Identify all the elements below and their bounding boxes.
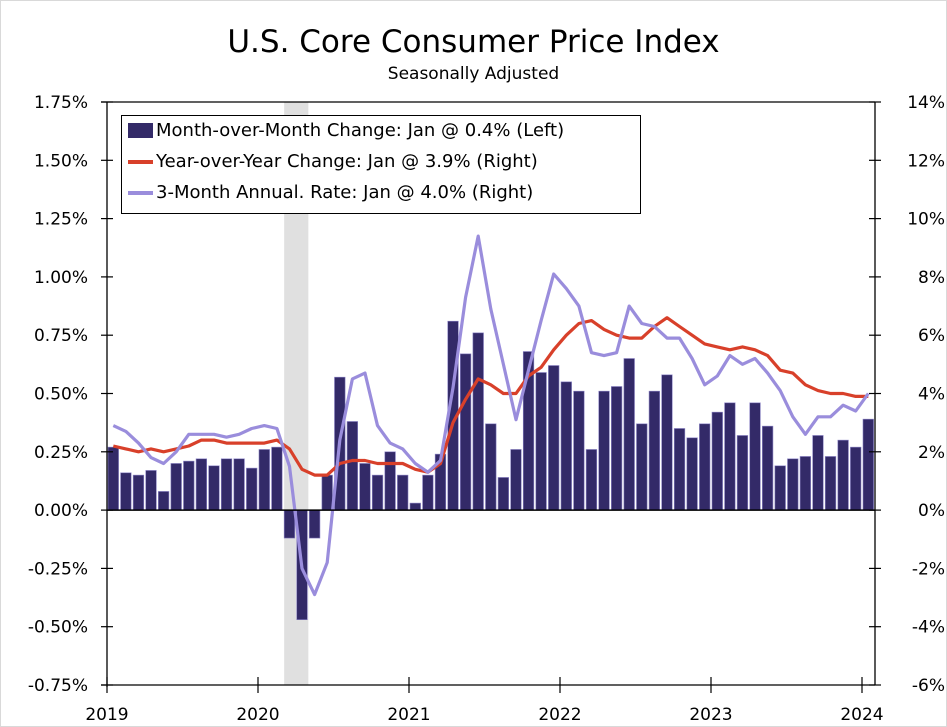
right-tick-label: 8% — [918, 268, 945, 288]
bar-mom — [749, 402, 761, 511]
left-tick-label: -0.75% — [28, 676, 88, 696]
bar-mom — [346, 421, 358, 511]
legend-label: 3-Month Annual. Rate: Jan @ 4.0% (Right) — [156, 182, 534, 203]
left-tick-label: 0.25% — [34, 443, 88, 463]
legend-swatch-bar — [128, 123, 153, 138]
legend-swatch-line — [128, 190, 153, 195]
right-tick-label: 14% — [907, 93, 945, 113]
right-tick-label: -4% — [912, 618, 945, 638]
bar-mom — [397, 474, 409, 511]
bar-mom — [862, 418, 874, 511]
bar-mom — [598, 390, 610, 511]
right-tick-label: -6% — [912, 676, 945, 696]
bar-mom — [220, 458, 233, 511]
left-tick-label: 1.25% — [34, 210, 88, 230]
bar-mom — [648, 390, 660, 511]
bar-mom — [699, 423, 711, 511]
bar-mom — [359, 463, 371, 511]
bar-mom — [321, 474, 333, 511]
right-tick-label: 10% — [907, 210, 945, 230]
bar-mom — [409, 502, 421, 511]
legend: Month-over-Month Change: Jan @ 0.4% (Lef… — [121, 115, 641, 214]
bar-mom — [258, 449, 270, 511]
bar-mom — [384, 451, 396, 511]
bar-mom — [623, 358, 635, 511]
legend-item-mom: Month-over-Month Change: Jan @ 0.4% (Lef… — [128, 120, 564, 141]
bar-mom — [145, 470, 157, 511]
x-tick-label: 2020 — [236, 705, 279, 725]
bar-mom — [661, 374, 673, 511]
bar-mom — [686, 437, 698, 511]
bar-mom — [371, 474, 384, 511]
bar-mom — [850, 446, 862, 511]
right-tick-label: 0% — [918, 501, 945, 521]
bar-mom — [246, 467, 258, 511]
left-tick-label: 0.75% — [34, 326, 88, 346]
bar-mom — [195, 458, 207, 511]
bar-mom — [132, 474, 145, 511]
legend-item-3m: 3-Month Annual. Rate: Jan @ 4.0% (Right) — [128, 182, 533, 203]
bar-mom — [812, 435, 824, 511]
right-tick-label: -2% — [912, 559, 945, 579]
bar-mom — [673, 428, 686, 511]
legend-label: Month-over-Month Change: Jan @ 0.4% (Lef… — [156, 120, 565, 141]
line-3m-annualized — [112, 234, 870, 597]
x-tick-label: 2023 — [689, 705, 732, 725]
bar-mom — [837, 439, 849, 511]
bar-mom — [422, 474, 434, 511]
bar-mom — [472, 332, 484, 511]
bar-mom — [183, 460, 195, 511]
bar-mom — [485, 423, 497, 511]
bar-mom — [460, 353, 472, 511]
bar-mom — [762, 425, 774, 511]
bar-mom — [573, 390, 585, 511]
left-tick-label: 1.00% — [34, 268, 88, 288]
bar-mom — [208, 465, 220, 511]
legend-item-yoy: Year-over-Year Change: Jan @ 3.9% (Right… — [128, 151, 538, 172]
left-tick-label: 0.00% — [34, 501, 88, 521]
bar-mom — [120, 472, 132, 511]
legend-label: Year-over-Year Change: Jan @ 3.9% (Right… — [156, 151, 538, 172]
bar-mom — [787, 458, 799, 511]
bar-mom — [824, 456, 837, 511]
bar-mom — [611, 386, 623, 511]
line-yoy — [112, 316, 869, 477]
chart-subtitle: Seasonally Adjusted — [387, 64, 560, 84]
bar-mom — [711, 411, 723, 511]
bar-mom — [736, 435, 749, 511]
bar-mom — [271, 446, 283, 511]
x-tick-label: 2024 — [840, 705, 883, 725]
bar-mom — [636, 423, 648, 511]
right-tick-label: 6% — [918, 326, 945, 346]
left-tick-label: -0.50% — [28, 618, 88, 638]
left-tick-label: -0.25% — [28, 559, 88, 579]
right-tick-label: 12% — [907, 151, 945, 171]
bar-mom — [774, 465, 786, 511]
bar-mom — [283, 509, 296, 539]
bar-mom — [724, 402, 736, 511]
bar-mom — [585, 449, 598, 511]
bar-mom — [535, 372, 547, 511]
bar-mom — [510, 449, 522, 511]
bar-mom — [233, 458, 245, 511]
bar-mom — [799, 456, 811, 511]
left-tick-label: 1.75% — [34, 93, 88, 113]
chart-title: U.S. Core Consumer Price Index — [227, 24, 720, 60]
bar-mom — [560, 381, 572, 511]
bar-mom — [158, 491, 170, 511]
x-tick-label: 2019 — [85, 705, 128, 725]
left-tick-label: 0.50% — [34, 385, 88, 405]
bar-mom — [107, 446, 119, 511]
x-tick-label: 2021 — [387, 705, 430, 725]
bar-mom — [170, 463, 182, 511]
right-tick-label: 4% — [918, 385, 945, 405]
x-tick-label: 2022 — [538, 705, 581, 725]
bar-mom — [309, 509, 321, 539]
bar-mom — [497, 477, 509, 511]
legend-swatch-line — [128, 159, 153, 164]
bar-mom — [548, 365, 560, 511]
left-tick-label: 1.50% — [34, 151, 88, 171]
right-tick-label: 2% — [918, 443, 945, 463]
